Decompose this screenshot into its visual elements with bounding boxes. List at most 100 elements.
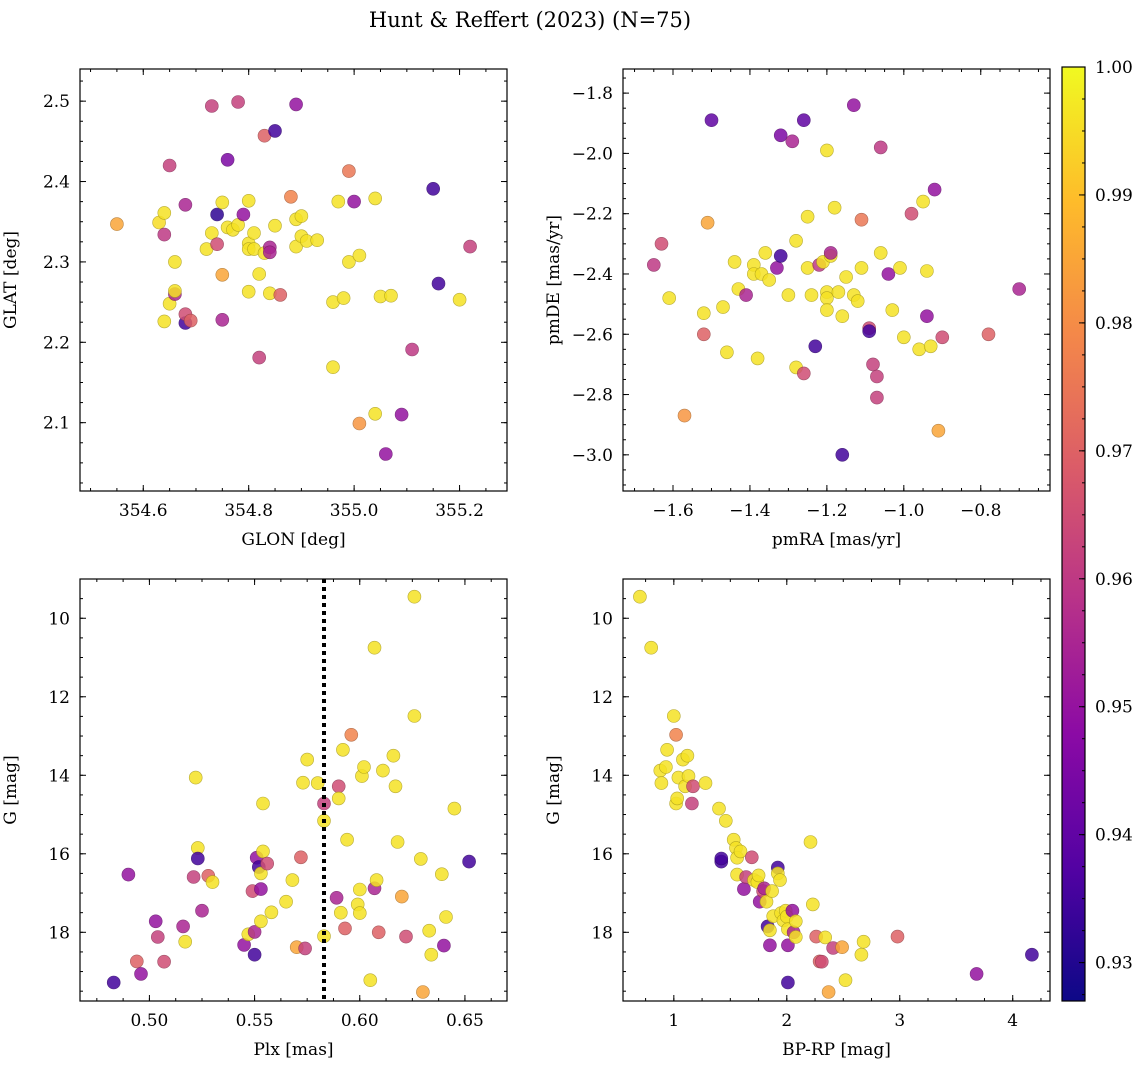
colorbar-tick-label: 1.00 [1095, 58, 1133, 78]
scatter-point [254, 914, 268, 929]
figure-title: Hunt & Reffert (2023) (N=75) [369, 8, 691, 32]
scatter-point [405, 342, 419, 357]
scatter-point [310, 233, 325, 247]
scatter-point [1012, 282, 1027, 296]
scatter-point [763, 923, 777, 938]
scatter-point [157, 206, 172, 220]
scatter-point [262, 245, 277, 260]
scatter-point [369, 873, 384, 887]
scatter-point [781, 975, 795, 990]
scatter-point [912, 342, 927, 357]
colorbar-tick-label: 0.93 [1095, 954, 1133, 974]
scatter-point [310, 776, 325, 790]
scatter-point [168, 255, 182, 269]
scatter-point [862, 324, 877, 339]
y-tick-label: −2.0 [572, 144, 613, 164]
scatter-point [751, 868, 766, 883]
y-tick-label: −3.0 [572, 446, 613, 466]
scatter-point [820, 143, 834, 158]
y-tick-label: 16 [48, 845, 70, 865]
scatter-point [759, 894, 774, 909]
scatter-point [378, 447, 393, 461]
scatter-point [394, 889, 409, 904]
scatter-point [178, 198, 193, 212]
x-tick-label: 0.55 [236, 1011, 274, 1031]
scatter-point [431, 276, 446, 291]
scatter-point [854, 212, 869, 227]
scatter-point [352, 882, 367, 897]
scatter-point [839, 270, 853, 284]
scatter-point [923, 339, 938, 354]
y-tick-label: 18 [48, 923, 70, 943]
scatter-point [157, 954, 171, 969]
scatter-point [344, 727, 359, 742]
x-tick-label: 4 [1007, 1011, 1018, 1031]
scatter-point [188, 770, 203, 785]
scatter-point [785, 134, 800, 149]
scatter-point [686, 779, 700, 794]
scatter-point [384, 288, 398, 303]
scatter-point [134, 967, 148, 981]
colorbar: 0.93 0.94 0.95 0.96 0.97 0.98 0.99 1.00 [1061, 58, 1133, 1002]
x-tick-label: −1.4 [729, 501, 770, 521]
y-tick-label: 10 [591, 609, 613, 629]
x-tick-label: −1.2 [806, 501, 847, 521]
scatter-point [773, 873, 787, 887]
scatter-point [821, 985, 836, 999]
x-axis-label: BP-RP [mag] [782, 1040, 891, 1060]
scatter-point [714, 851, 729, 866]
x-tick-label: 354.6 [119, 501, 168, 521]
scatter-point [252, 350, 267, 365]
scatter-point [407, 709, 422, 723]
axes-frame [79, 578, 508, 1002]
scatter-point [416, 985, 430, 999]
scatter-point [183, 313, 198, 328]
x-tick-label: −1.0 [883, 501, 924, 521]
scatter-point [121, 867, 136, 882]
scatter-point [205, 875, 220, 889]
y-axis-label: pmDE [mas/yr] [544, 215, 564, 345]
scatter-point [654, 776, 669, 790]
scatter-point [215, 312, 230, 327]
scatter-point [236, 207, 251, 222]
scatter-point [846, 98, 861, 112]
scatter-point [268, 124, 282, 138]
scatter-point [254, 866, 268, 881]
scatter-point [252, 267, 267, 281]
scatter-point [762, 273, 777, 287]
ticks: −1.6 −1.4 −1.2 −1.0 −0.8 −3.0 −2.8 −2.6 −2.4 −2.2… [572, 69, 1050, 521]
scatter-point [680, 748, 695, 763]
scatter-point [716, 300, 730, 314]
scatter-point [231, 95, 245, 109]
scatter-point [462, 854, 476, 869]
scatter-point [388, 779, 403, 794]
x-axis-label: Plx [mas] [253, 1040, 333, 1060]
scatter-point [720, 345, 734, 360]
x-axis-label: pmRA [mas/yr] [772, 530, 901, 550]
scatter-point [893, 261, 907, 275]
scatter-point [763, 938, 777, 953]
scatter-point [856, 934, 871, 949]
scatter-point [733, 844, 748, 859]
scatter-point [677, 408, 692, 423]
scatter-point [805, 897, 820, 912]
x-tick-label: 0.50 [130, 1011, 168, 1031]
scatter-point [881, 267, 896, 281]
scatter-point [835, 447, 850, 462]
scatter-point [804, 288, 819, 302]
scatter-point [210, 207, 224, 222]
scatter-point [110, 217, 124, 231]
scatter-point [210, 237, 224, 251]
scatter-point [284, 190, 298, 204]
scatter-point [818, 930, 833, 945]
x-tick-label: 354.8 [224, 501, 273, 521]
scatter-point [215, 267, 230, 282]
scatter-point [873, 246, 888, 260]
scatter-point [296, 775, 310, 790]
colorbar-tick-label: 0.99 [1095, 186, 1133, 206]
scatter-point [727, 255, 742, 269]
scatter-point [357, 760, 371, 774]
x-tick-label: −1.6 [652, 501, 693, 521]
x-tick-label: 2 [781, 1011, 792, 1031]
